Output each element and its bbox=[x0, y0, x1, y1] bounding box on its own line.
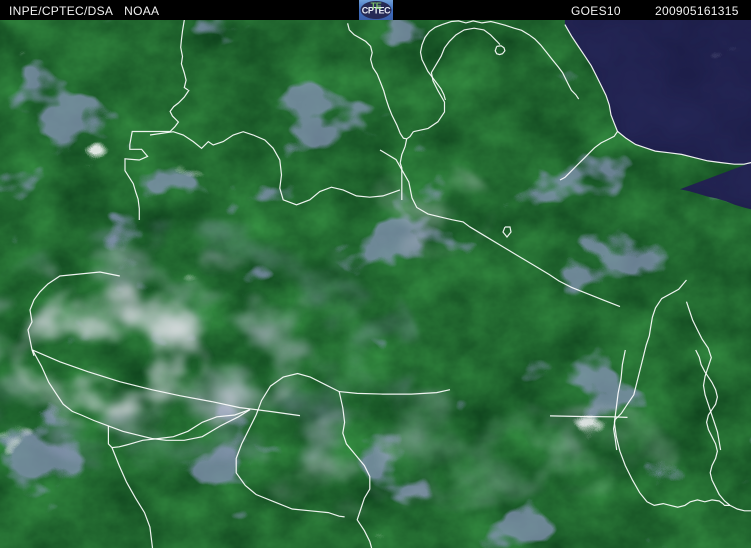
svg-text:TE: TE bbox=[371, 1, 382, 11]
